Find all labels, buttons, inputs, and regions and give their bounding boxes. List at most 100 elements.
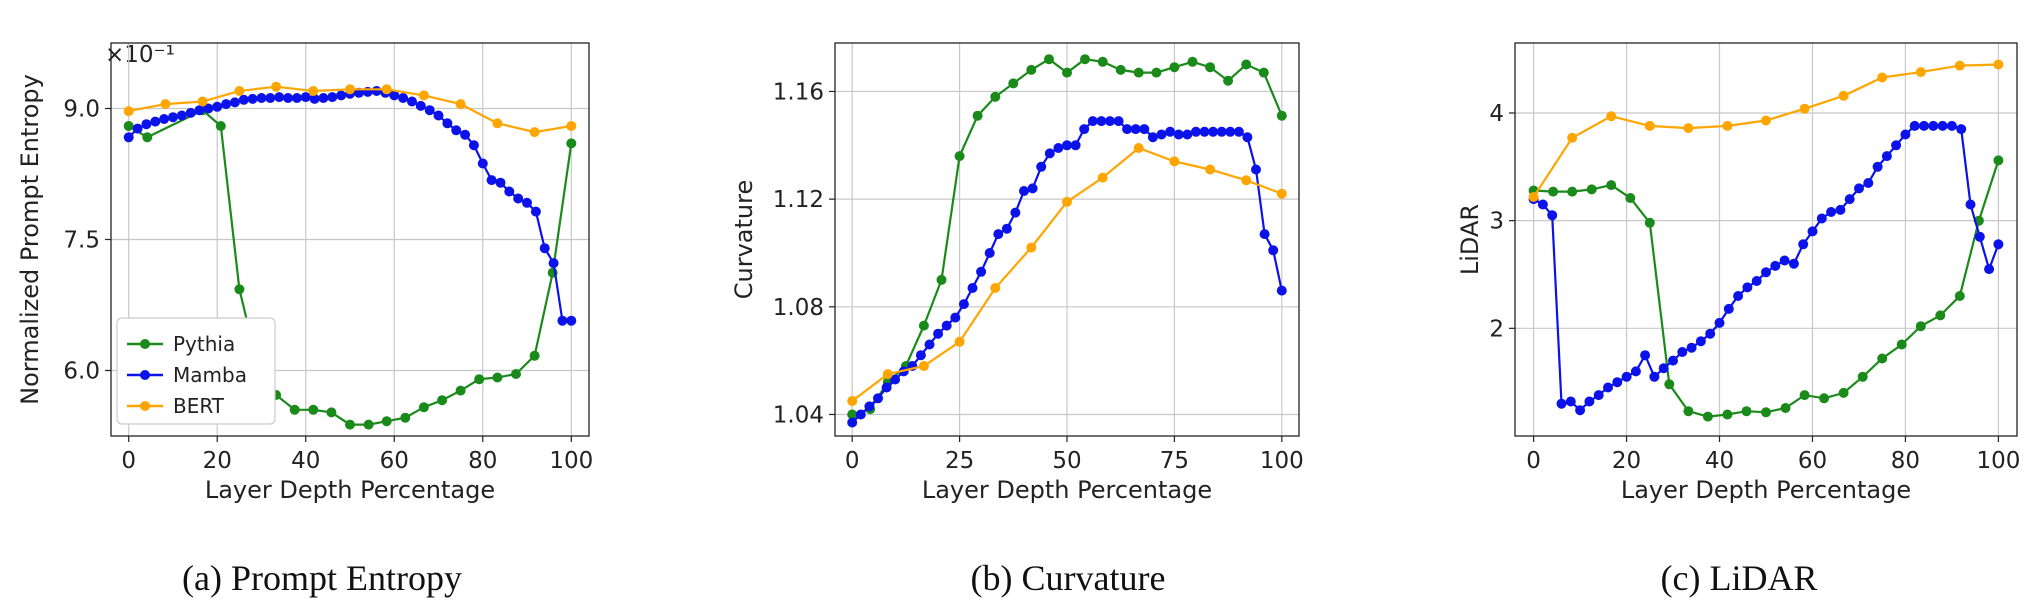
data-point-mamba [1010,207,1021,218]
data-point-mamba [1751,276,1762,286]
data-point-bert [1567,132,1578,143]
caption-c: (c) LiDAR [1661,558,1818,598]
data-point-mamba [1714,317,1725,328]
data-point-mamba [890,374,901,385]
x-tick-label: 100 [1976,448,2020,474]
data-point-mamba [141,119,152,130]
data-point-pythia [954,151,965,162]
data-point-mamba [1593,390,1604,401]
data-point-bert [492,118,503,129]
data-point-mamba [265,93,276,103]
data-point-mamba [976,266,987,277]
data-point-pythia [1080,54,1090,65]
data-point-mamba [1705,328,1716,339]
data-point-pythia [990,91,1001,102]
data-point-mamba [407,96,417,107]
data-point-mamba [950,312,961,323]
data-point-pythia [1205,62,1216,73]
data-point-mamba [1937,120,1948,131]
data-point-mamba [539,243,550,254]
data-point-pythia [308,404,319,415]
data-point-mamba [318,93,329,103]
data-point-bert [1915,67,1926,78]
data-point-bert [1761,115,1771,126]
data-point-mamba [530,206,541,217]
data-point-pythia [1799,390,1810,401]
data-point-mamba [1199,126,1210,137]
data-point-pythia [1954,291,1965,301]
data-point-pythia [1702,411,1713,422]
data-point-mamba [1225,126,1236,137]
data-point-mamba [1640,350,1651,361]
data-point-mamba [1044,148,1055,159]
x-axis-label: Layer Depth Percentage [205,476,495,504]
data-point-pythia [529,350,540,361]
data-point-mamba [1928,120,1939,131]
data-point-bert [990,283,1001,293]
data-point-mamba [1242,132,1253,143]
data-point-pythia [1838,387,1849,398]
data-point-mamba [1113,116,1124,127]
data-point-mamba [1190,126,1201,137]
data-point-mamba [513,193,524,204]
plot-frame [1514,42,2018,437]
data-point-mamba [1835,204,1846,215]
data-point-pythia [1935,310,1946,321]
data-point-pythia [1169,62,1180,73]
data-point-pythia [326,407,337,418]
data-point-bert [271,81,282,92]
data-point-bert [1683,123,1694,134]
y-tick-label: 1.12 [773,187,824,213]
data-point-mamba [933,328,944,339]
x-tick-label: 60 [1798,448,1827,474]
data-point-mamba [1139,124,1150,135]
y-axis-label: Normalized Prompt Entropy [16,74,44,405]
data-point-mamba [212,101,223,112]
data-point-mamba [150,116,161,127]
data-point-mamba [1826,207,1837,217]
data-point-mamba [1695,336,1706,347]
data-point-pythia [511,369,521,379]
data-point-mamba [247,93,258,104]
data-point-mamba [1733,291,1744,301]
data-point-bert [197,96,208,107]
data-point-mamba [1079,124,1090,135]
data-point-mamba [1053,143,1064,153]
data-point-mamba [1807,226,1818,237]
data-point-mamba [1122,124,1133,135]
data-point-mamba [1165,126,1176,137]
data-point-mamba [283,93,293,103]
data-point-mamba [229,97,240,108]
data-point-pythia [1151,67,1162,78]
data-point-mamba [415,100,426,111]
data-point-mamba [1547,210,1558,221]
x-axis-label: Layer Depth Percentage [922,476,1212,504]
x-tick-label: 20 [1612,448,1641,474]
data-point-mamba [1919,120,1929,131]
legend-marker-mamba [140,370,150,380]
data-point-mamba [557,315,568,326]
data-point-mamba [1909,120,1920,131]
data-point-mamba [327,92,338,103]
data-point-bert [1799,103,1810,114]
data-point-pythia [1567,186,1578,197]
data-point-pythia [1644,217,1655,228]
data-point-mamba [424,105,435,116]
data-point-mamba [1993,239,2004,250]
data-point-mamba [442,118,453,129]
data-point-mamba [1872,161,1883,172]
data-point-bert [1993,59,2004,70]
data-point-mamba [1891,140,1902,151]
data-point-pythia [1993,155,2004,166]
data-point-pythia [492,372,503,383]
data-point-bert [1062,196,1072,207]
data-point-mamba [864,401,875,412]
data-point-pythia [936,274,947,285]
data-point-mamba [486,175,497,186]
data-point-mamba [1761,267,1771,278]
data-point-bert [1528,192,1539,202]
data-point-mamba [1019,186,1029,196]
data-point-mamba [1087,116,1098,127]
data-point-bert [1644,120,1655,131]
